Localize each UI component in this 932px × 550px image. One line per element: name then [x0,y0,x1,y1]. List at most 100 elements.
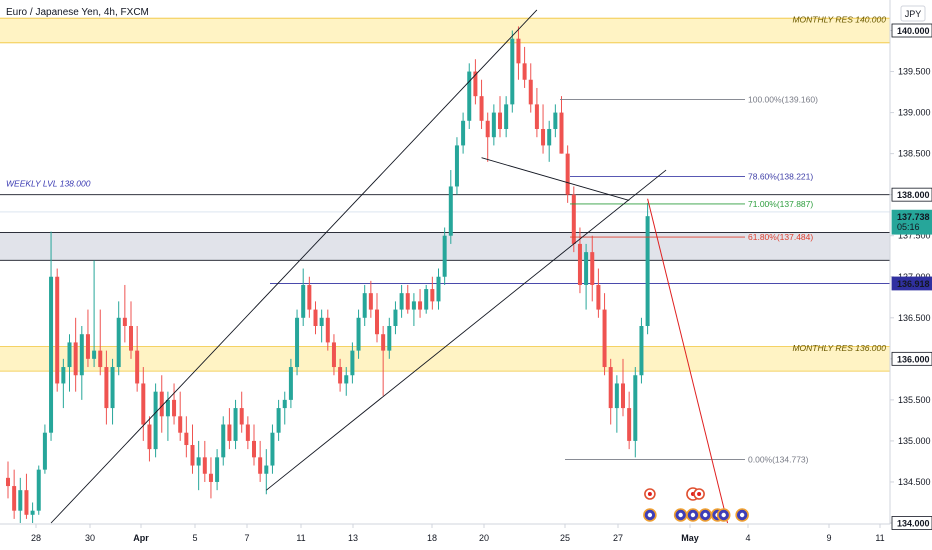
candle-body [258,457,263,474]
x-tick-label: 11 [875,533,884,543]
candle-body [55,276,60,384]
candle-body [331,342,336,368]
candle-body [135,350,140,384]
candle-body [239,408,244,425]
candle-body [350,350,355,376]
price-badge-value: 137.738 [897,212,930,222]
price-badge-plain [891,516,932,530]
x-tick-label: 13 [348,533,358,543]
currency-box[interactable] [900,5,926,22]
price-badge-value: 136.000 [897,354,930,364]
candle-body [362,293,367,318]
candle-body [454,145,459,187]
candle-body [479,96,484,121]
price-badge-plain [891,351,932,366]
price-axis-panel[interactable] [890,0,932,532]
candle-body [584,252,589,285]
candle-body [344,375,349,384]
y-tick-label: 138.500 [898,149,931,159]
candle-body [36,469,41,511]
y-tick-label: 139.000 [898,108,931,118]
chart-title: Euro / Japanese Yen, 4h, FXCM [6,7,149,18]
x-tick-label: Apr [133,533,149,543]
candle-body [141,383,146,425]
candle-body [498,112,502,129]
candle-body [602,309,607,368]
candle-body [233,408,238,441]
y-tick-label: 134.500 [898,477,931,487]
x-tick-label: 25 [560,533,570,543]
event-icon-dot [703,512,708,518]
candle-body [448,186,453,236]
price-badge-current [891,209,932,235]
candle-body [202,457,207,474]
time-axis-panel[interactable] [0,524,932,550]
price-badge-plain [891,23,932,38]
candle-body [172,399,177,417]
candle-body [418,301,423,310]
fib-level-label-1: 78.60%(138.221) [748,172,813,182]
candle-body [485,120,490,138]
event-icon-dot [690,512,696,518]
event-icon-dot [697,492,702,496]
candle-body [190,445,195,466]
price-badge-blue [891,276,932,291]
candle-body [577,243,582,285]
candle-body [387,326,392,351]
trendline-0 [50,9,538,524]
x-tick-label: 11 [296,533,305,543]
candle-body [491,112,496,138]
candle-body [639,326,644,376]
zone-monthly-0 [0,18,890,43]
candle-body [67,342,72,368]
candle-body [6,477,10,487]
candle-body [252,440,256,458]
candle-body [559,112,564,154]
candle-body [473,71,478,97]
event-icons-layer [643,487,749,522]
y-tick-label: 137.500 [898,231,931,241]
candle-body [282,399,287,409]
event-icon-dot [647,512,653,518]
price-badge-timer: 05:16 [897,222,920,232]
candle-body [516,38,521,64]
x-tick-label: 18 [427,533,437,543]
candles-layer [6,26,650,523]
candle-body [381,334,386,351]
candle-body [276,408,281,433]
candle-body [30,510,35,515]
x-tick-label: 28 [31,533,41,543]
candle-body [356,317,361,351]
candle-body [73,342,78,376]
y-tick-label: 136.500 [898,313,931,323]
candle-body [436,276,441,302]
drawings-layer: 100.00%(139.160) 78.60%(138.221) 71.00%(13… [50,9,818,524]
candle-body [178,416,183,433]
projection-line [647,198,729,524]
candle-body [590,252,595,285]
candle-body [325,317,330,343]
candle-body [375,309,379,335]
candle-body [338,367,343,384]
candle-body [61,367,66,384]
candle-body [42,432,47,470]
candle-body [424,289,429,310]
candle-body [196,457,201,466]
currency-label: JPY [905,9,922,19]
candle-body [368,293,373,310]
x-tick-label: 30 [85,533,95,543]
zones-layer: MONTHLY RES 140.000 MONTHLY RES 136.000 [0,15,890,372]
candle-body [245,424,250,441]
candle-body [295,317,300,368]
candle-body [18,490,23,511]
candle-body [553,112,558,129]
candle-body [221,424,226,458]
zone-monthly-1 [0,346,890,372]
candle-body [116,317,121,368]
candle-body [98,350,103,368]
x-tick-label: 5 [192,533,197,543]
candle-body [159,391,164,417]
